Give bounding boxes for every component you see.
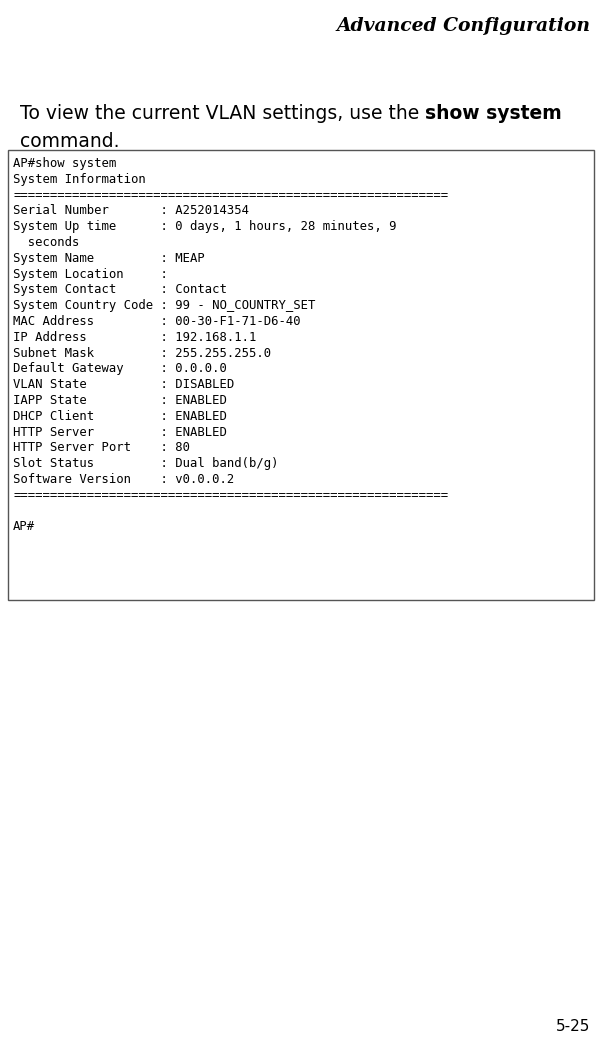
Text: Slot Status         : Dual band(b/g): Slot Status : Dual band(b/g) xyxy=(13,458,279,470)
Text: AP#show system: AP#show system xyxy=(13,157,116,170)
Text: 5-25: 5-25 xyxy=(556,1019,590,1034)
Text: System Location     :: System Location : xyxy=(13,267,168,281)
Text: VLAN State          : DISABLED: VLAN State : DISABLED xyxy=(13,379,234,391)
Text: HTTP Server         : ENABLED: HTTP Server : ENABLED xyxy=(13,426,227,439)
Text: System Country Code : 99 - NO_COUNTRY_SET: System Country Code : 99 - NO_COUNTRY_SE… xyxy=(13,299,315,312)
Text: IAPP State          : ENABLED: IAPP State : ENABLED xyxy=(13,394,227,407)
Text: IP Address          : 192.168.1.1: IP Address : 192.168.1.1 xyxy=(13,330,256,344)
Text: System Information: System Information xyxy=(13,173,146,186)
Text: System Contact      : Contact: System Contact : Contact xyxy=(13,283,227,297)
Text: Serial Number       : A252014354: Serial Number : A252014354 xyxy=(13,204,249,218)
Text: ===========================================================: ========================================… xyxy=(13,489,448,502)
Text: MAC Address         : 00-30-F1-71-D6-40: MAC Address : 00-30-F1-71-D6-40 xyxy=(13,315,300,328)
Text: Subnet Mask         : 255.255.255.0: Subnet Mask : 255.255.255.0 xyxy=(13,346,271,360)
Text: Advanced Configuration: Advanced Configuration xyxy=(336,17,590,35)
Text: Software Version    : v0.0.0.2: Software Version : v0.0.0.2 xyxy=(13,473,234,486)
Text: DHCP Client         : ENABLED: DHCP Client : ENABLED xyxy=(13,410,227,423)
Text: AP#: AP# xyxy=(13,521,35,533)
Text: Default Gateway     : 0.0.0.0: Default Gateway : 0.0.0.0 xyxy=(13,362,227,376)
FancyBboxPatch shape xyxy=(8,150,594,600)
Text: command.: command. xyxy=(20,132,120,151)
Text: System Name         : MEAP: System Name : MEAP xyxy=(13,251,205,265)
Text: ===========================================================: ========================================… xyxy=(13,188,448,202)
Text: HTTP Server Port    : 80: HTTP Server Port : 80 xyxy=(13,442,190,454)
Text: seconds: seconds xyxy=(13,236,79,249)
Text: show system: show system xyxy=(425,104,562,123)
Text: To view the current VLAN settings, use the: To view the current VLAN settings, use t… xyxy=(20,104,425,123)
Text: System Up time      : 0 days, 1 hours, 28 minutes, 9: System Up time : 0 days, 1 hours, 28 min… xyxy=(13,220,397,234)
